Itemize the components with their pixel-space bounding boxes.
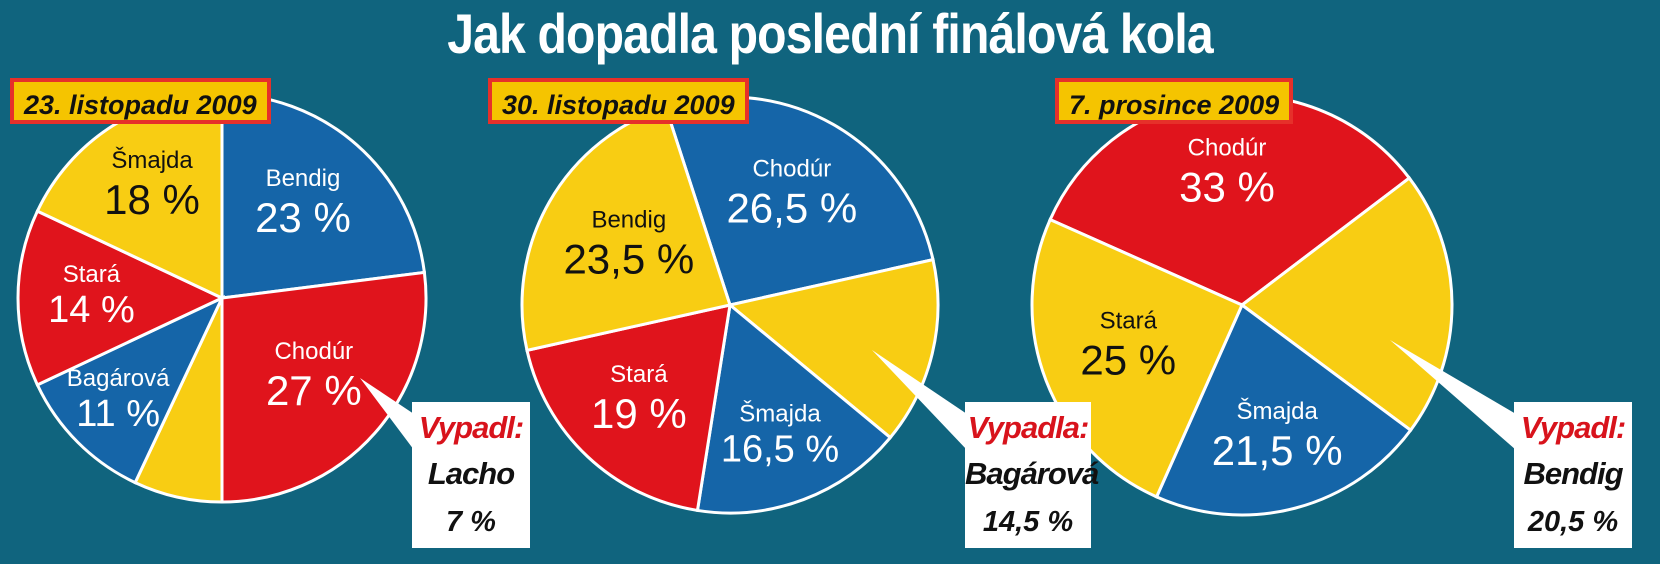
slice-label-value: 27 % — [266, 367, 362, 414]
pie-slice-bendig — [1239, 175, 1454, 433]
slice-label-name: Šmajda — [739, 399, 821, 427]
pie-slice-bagárová — [726, 257, 940, 440]
pie-slice-stará — [16, 209, 226, 387]
callout-pointer — [872, 350, 967, 450]
slice-label-value: 21,5 % — [1212, 427, 1343, 474]
slice-label-value: 14 % — [48, 289, 135, 331]
slice-label-name: Stará — [1100, 308, 1158, 335]
pie-slice-stará — [525, 303, 732, 513]
chart-1-date: 23. listopadu 2009 — [10, 78, 271, 124]
slice-label-value: 23 % — [255, 194, 351, 241]
eliminated-value: 20,5 % — [1527, 506, 1619, 538]
slice-label-name: Bendig — [266, 165, 341, 192]
slice-label-name: Stará — [610, 361, 668, 388]
eliminated-heading: Vypadl: — [1520, 410, 1626, 445]
eliminated-name: Lacho — [427, 456, 515, 491]
slice-label-name: Šmajda — [1236, 397, 1318, 425]
chart-2-eliminated-callout: Vypadla: Bagárová 14,5 % — [965, 402, 1099, 548]
eliminated-name: Bagárová — [965, 456, 1099, 491]
chart-3-eliminated-callout: Vypadl: Bendig 20,5 % — [1514, 402, 1632, 548]
eliminated-name: Bendig — [1523, 456, 1623, 491]
slice-label-value: 23,5 % — [563, 235, 694, 282]
slice-label-value: 19 % — [591, 390, 687, 437]
slice-label-name: Bagárová — [67, 365, 170, 392]
pie-slice-bagárová — [35, 294, 226, 485]
slice-label-value: 11 % — [76, 393, 160, 435]
chart-2-date: 30. listopadu 2009 — [488, 78, 749, 124]
slice-label-name: Šmajda — [111, 146, 193, 174]
eliminated-heading: Vypadla: — [967, 410, 1090, 445]
callout-pointer — [1390, 340, 1516, 450]
eliminated-value: 7 % — [446, 506, 496, 538]
slice-label-name: Stará — [63, 261, 121, 288]
slice-label-value: 33 % — [1179, 164, 1275, 211]
callout-pointer — [360, 378, 414, 450]
slice-label-name: Chodúr — [752, 156, 831, 183]
slice-label-value: 26,5 % — [726, 185, 857, 232]
slice-label-value: 18 % — [104, 176, 200, 223]
chart-3-date: 7. prosince 2009 — [1055, 78, 1294, 124]
pie-slice-šmajda — [695, 302, 893, 515]
slice-label-name: Bendig — [591, 206, 666, 233]
slice-label-name: Chodúr — [274, 338, 353, 365]
pie-slice-chodúr — [220, 270, 428, 504]
eliminated-heading: Vypadl: — [418, 410, 524, 445]
chart-1-eliminated-callout: Vypadl: Lacho 7 % — [412, 402, 530, 548]
eliminated-value: 14,5 % — [982, 506, 1074, 538]
slice-label-value: 16,5 % — [721, 428, 839, 470]
page-title: Jak dopadla poslední finálová kola — [447, 2, 1213, 65]
slice-label-name: Chodúr — [1188, 135, 1267, 162]
slice-label-value: 25 % — [1080, 337, 1176, 384]
